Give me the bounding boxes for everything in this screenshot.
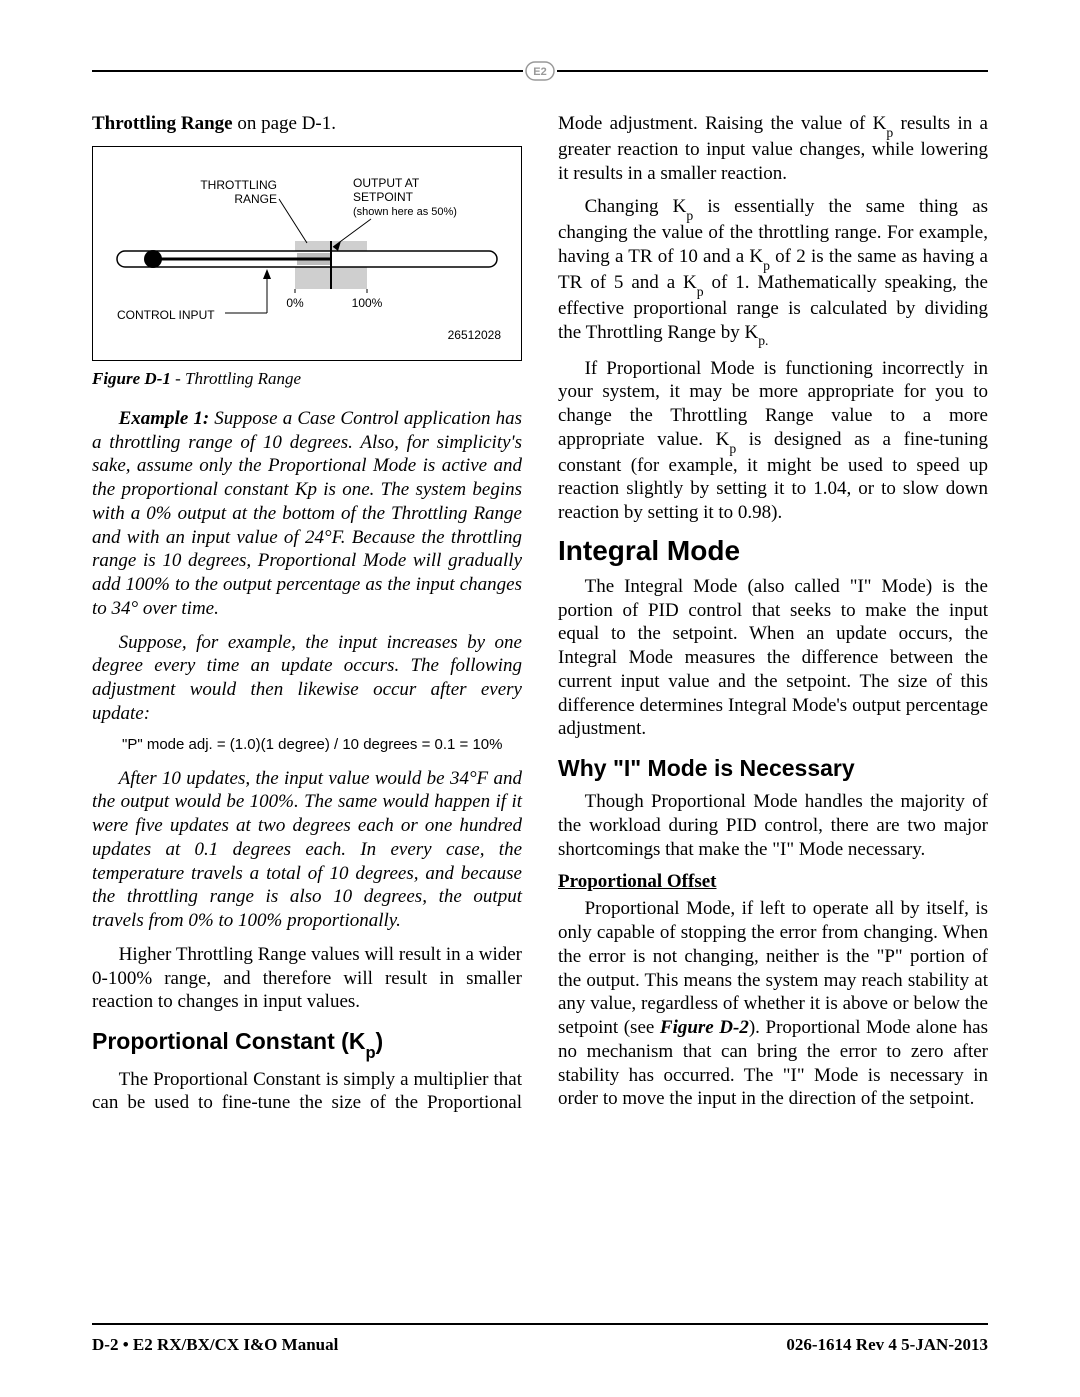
- h-kp-sub: p: [365, 1043, 375, 1062]
- header-rule: E2: [92, 70, 988, 72]
- footer-row: D-2 • E2 RX/BX/CX I&O Manual 026-1614 Re…: [92, 1335, 988, 1355]
- example-2: Suppose, for example, the input increase…: [92, 631, 522, 726]
- col2-p4-figref: Figure D-2: [660, 1017, 749, 1038]
- footer-right: 026-1614 Rev 4 5-JAN-2013: [786, 1335, 988, 1355]
- figure-d1-svg: THROTTLING RANGE OUTPUT AT SETPOINT (sho…: [107, 171, 507, 343]
- heading-kp: Proportional Constant (Kp): [92, 1028, 522, 1060]
- example-3: After 10 updates, the input value would …: [92, 767, 522, 933]
- fig-title: - Throttling Range: [171, 369, 301, 388]
- footer-left: D-2 • E2 RX/BX/CX I&O Manual: [92, 1335, 338, 1355]
- h-kp-pre: Proportional Constant (K: [92, 1028, 365, 1054]
- p-kp2-a: Changing K: [585, 196, 687, 217]
- figure-d1-caption: Figure D-1 - Throttling Range: [92, 369, 522, 389]
- col2-p3: Though Proportional Mode handles the maj…: [558, 790, 988, 861]
- h-kp-post: ): [376, 1028, 384, 1054]
- p-mode-equation: "P" mode adj. = (1.0)(1 degree) / 10 deg…: [122, 736, 522, 753]
- example-1-lead: Example 1:: [119, 408, 210, 429]
- p-higher-tr: Higher Throttling Range values will resu…: [92, 943, 522, 1014]
- label-output-1: OUTPUT AT: [353, 176, 420, 190]
- example-1: Example 1: Suppose a Case Control applic…: [92, 407, 522, 621]
- label-throttling-2: RANGE: [234, 192, 277, 206]
- col2-p2: The Integral Mode (also called "I" Mode)…: [558, 575, 988, 741]
- fig-num: Figure D-1: [92, 369, 171, 388]
- col2-p4: Proportional Mode, if left to operate al…: [558, 897, 988, 1111]
- tick-100: 100%: [352, 296, 383, 310]
- svg-text:E2: E2: [533, 66, 546, 78]
- lead-rest: on page D-1.: [233, 113, 336, 134]
- lead-line: Throttling Range on page D-1.: [92, 112, 522, 136]
- figure-id: 26512028: [448, 328, 502, 342]
- col2-p1: If Proportional Mode is functioning inco…: [558, 357, 988, 525]
- label-output-2: SETPOINT: [353, 190, 414, 204]
- content-columns: Throttling Range on page D-1. THROTTLING…: [92, 112, 988, 1118]
- heading-why-i-mode: Why "I" Mode is Necessary: [558, 755, 988, 782]
- page: E2 Throttling Range on page D-1.: [0, 0, 1080, 1397]
- footer: D-2 • E2 RX/BX/CX I&O Manual 026-1614 Re…: [92, 1323, 988, 1355]
- example-1-body: Suppose a Case Control application has a…: [92, 408, 522, 619]
- heading-proportional-offset: Proportional Offset: [558, 871, 988, 893]
- footer-rule: [92, 1323, 988, 1325]
- tick-0: 0%: [286, 296, 304, 310]
- figure-d1: THROTTLING RANGE OUTPUT AT SETPOINT (sho…: [92, 146, 522, 361]
- p-kp-2: Changing Kp is essentially the same thin…: [558, 195, 988, 346]
- lead-bold: Throttling Range: [92, 113, 233, 134]
- label-output-3: (shown here as 50%): [353, 206, 457, 218]
- header-logo: E2: [523, 60, 557, 82]
- label-control-input: CONTROL INPUT: [117, 308, 215, 322]
- label-throttling-1: THROTTLING: [200, 178, 277, 192]
- heading-integral-mode: Integral Mode: [558, 535, 988, 567]
